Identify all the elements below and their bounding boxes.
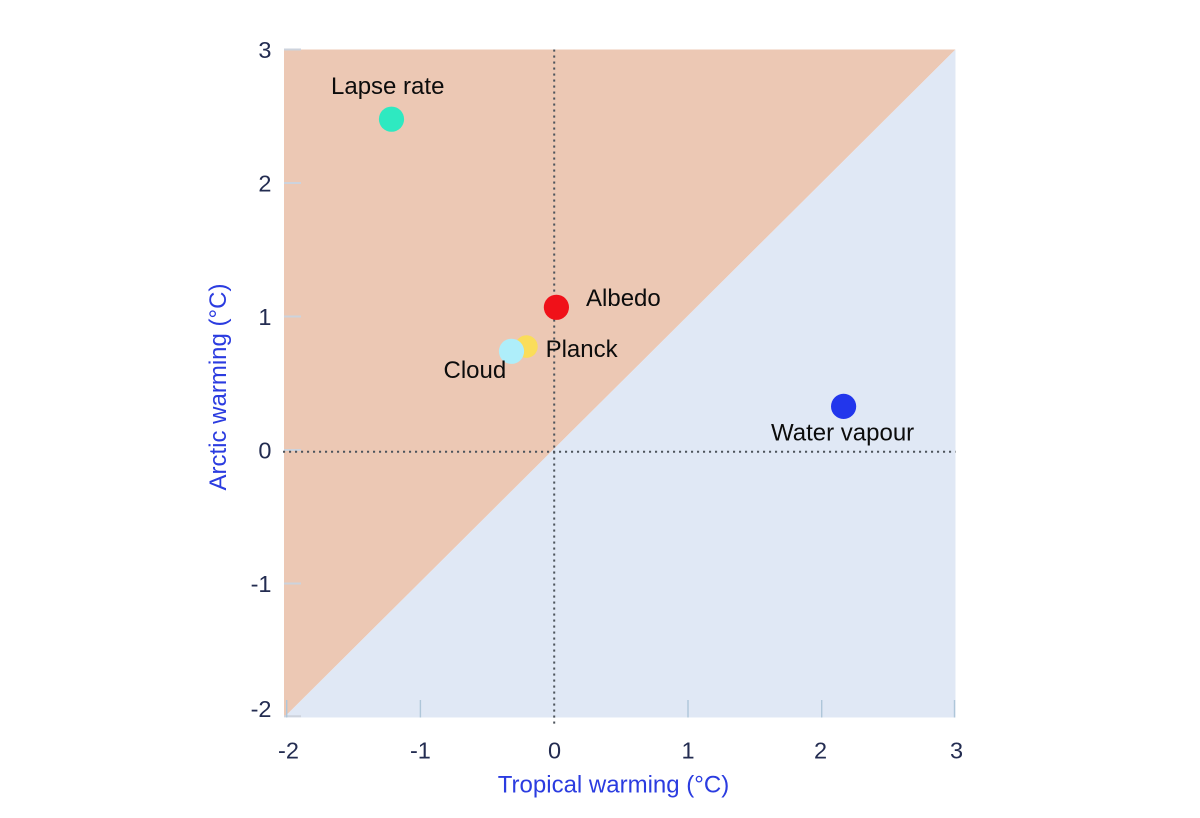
svg-text:2: 2	[258, 170, 271, 196]
svg-text:Albedo: Albedo	[586, 285, 661, 312]
svg-text:0: 0	[548, 738, 561, 764]
svg-text:3: 3	[258, 37, 271, 63]
svg-text:Water vapour: Water vapour	[771, 420, 914, 447]
svg-text:3: 3	[950, 738, 963, 764]
svg-text:1: 1	[681, 738, 694, 764]
svg-text:-1: -1	[251, 571, 272, 597]
svg-text:-1: -1	[410, 738, 431, 764]
svg-text:Cloud: Cloud	[444, 357, 507, 384]
svg-text:0: 0	[258, 437, 271, 463]
svg-text:-2: -2	[278, 738, 299, 764]
svg-text:Arctic warming (°C): Arctic warming (°C)	[205, 284, 232, 491]
svg-text:-2: -2	[251, 696, 272, 722]
svg-text:Tropical warming (°C): Tropical warming (°C)	[498, 772, 729, 799]
svg-text:Planck: Planck	[546, 336, 619, 363]
svg-text:2: 2	[814, 738, 827, 764]
svg-text:1: 1	[258, 304, 271, 330]
svg-text:Lapse rate: Lapse rate	[331, 73, 444, 100]
